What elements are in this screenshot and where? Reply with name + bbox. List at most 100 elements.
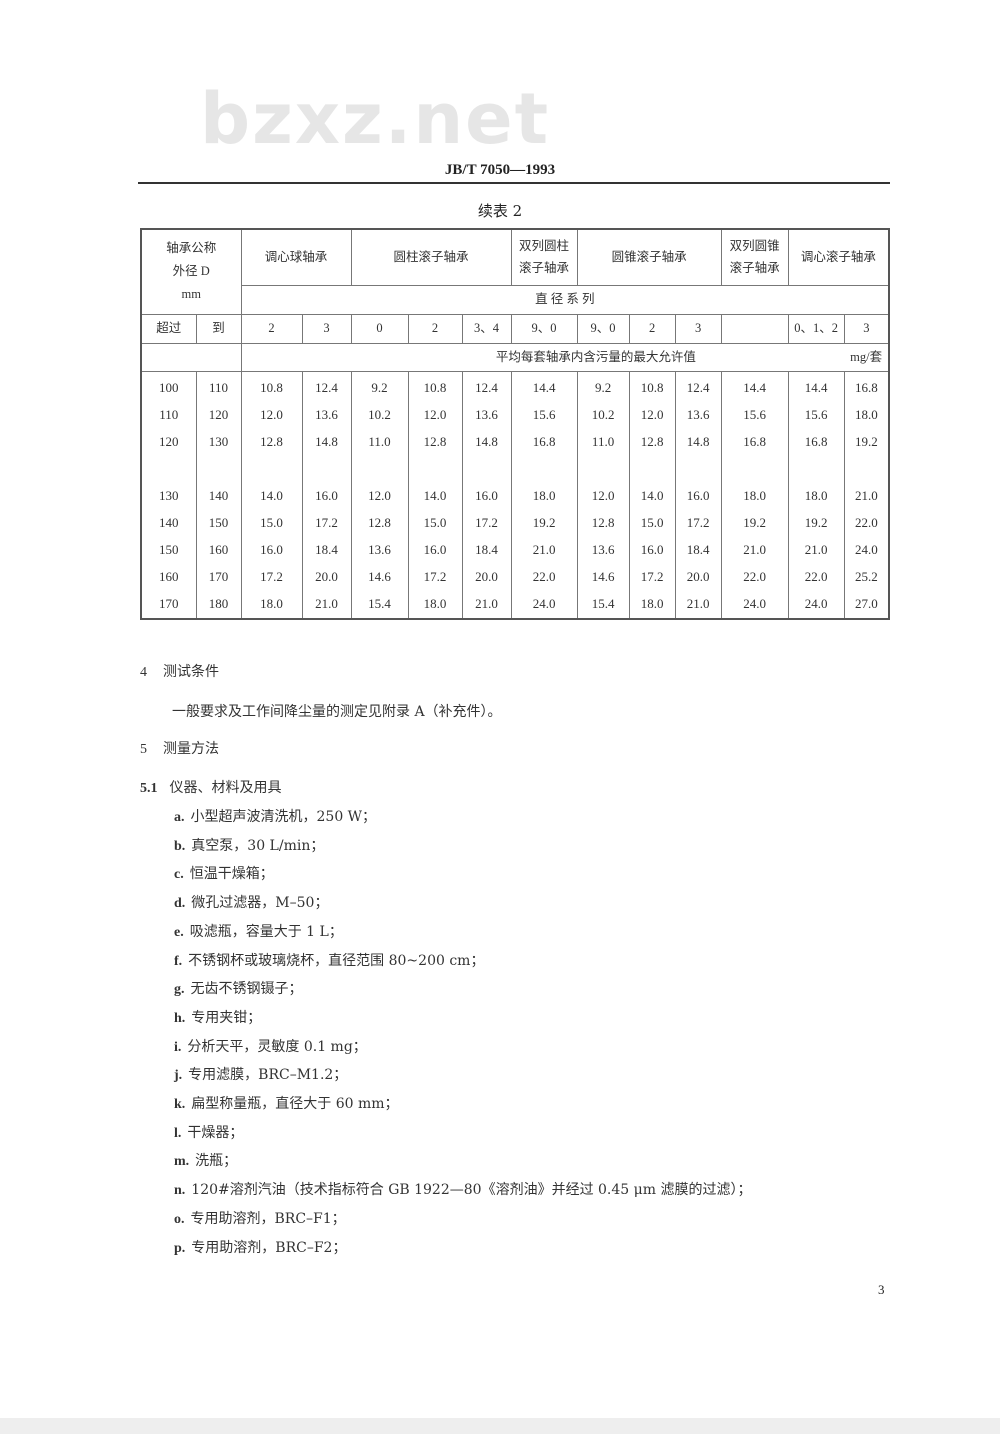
item-mark: b.: [174, 838, 186, 854]
value-cell: 13.6: [350, 536, 409, 564]
value-cell: 16.8: [510, 428, 578, 456]
item-mark: k.: [174, 1097, 186, 1112]
table-header: 轴承公称 外径 D mm 调心球轴承 圆柱滚子轴承 双列圆柱滚子轴承 圆锥滚子轴…: [140, 228, 890, 372]
item-text: 扁型称量瓶，直径大于 60 mm；: [191, 1096, 399, 1112]
value-cell: 9.2: [350, 371, 409, 402]
value-cell: 12.8: [240, 428, 303, 456]
value-cell: 14.0: [240, 455, 303, 510]
section-4-heading: 4 测试条件: [140, 661, 219, 681]
to-cell: 150: [195, 509, 242, 537]
item-text: 不锈钢杯或玻璃烧杯，直径范围 80~200 cm；: [188, 952, 485, 969]
page-number: 3: [878, 1282, 885, 1297]
item-text: 专用助溶剂，BRC–F1；: [190, 1210, 346, 1227]
item-text: 专用助溶剂，BRC–F2；: [191, 1239, 347, 1256]
list-item: f. 不锈钢杯或玻璃烧杯，直径范围 80~200 cm；: [174, 950, 484, 970]
item-mark: o.: [174, 1211, 185, 1227]
value-cell: 16.8: [843, 371, 890, 402]
value-cell: 24.0: [510, 590, 578, 619]
value-cell: 16.0: [461, 455, 512, 510]
from-cell: 100: [140, 371, 197, 402]
value-cell: 18.4: [461, 536, 512, 564]
value-cell: 17.2: [240, 563, 303, 591]
item-text: 干燥器；: [187, 1124, 244, 1141]
type-header-text: 双列圆柱滚子轴承: [519, 239, 570, 276]
value-cell: 14.0: [407, 455, 463, 510]
value-cell: 18.0: [240, 590, 303, 619]
item-text: 吸滤瓶，容量大于 1 L；: [189, 923, 343, 940]
item-text: 无齿不锈钢镊子；: [190, 981, 303, 998]
list-item: h. 专用夹钳；: [174, 1007, 261, 1027]
value-cell: 13.6: [301, 401, 352, 429]
value-cell: 16.8: [787, 428, 845, 456]
value-cell: 12.8: [350, 509, 409, 537]
blank-cell: [140, 342, 242, 372]
to-cell: 180: [195, 590, 242, 619]
value-cell: 15.6: [787, 401, 845, 429]
series-cell: 3: [674, 313, 722, 344]
series-cell: 9、0: [510, 313, 578, 344]
list-item: l. 干燥器；: [174, 1122, 243, 1142]
item-mark: n.: [174, 1183, 186, 1199]
item-mark: h.: [174, 1010, 186, 1026]
section-4-body: 一般要求及工作间降尘量的测定见附录 A（补充件）。: [172, 704, 502, 720]
item-mark: e.: [174, 924, 184, 940]
value-cell: 21.0: [843, 455, 890, 510]
value-cell: 25.2: [843, 563, 890, 591]
series-cell: 0、1、2: [787, 313, 845, 344]
section-title: 测试条件: [163, 664, 219, 680]
value-cell: 12.0: [628, 401, 676, 429]
contamination-table: 轴承公称 外径 D mm 调心球轴承 圆柱滚子轴承 双列圆柱滚子轴承 圆锥滚子轴…: [140, 228, 891, 620]
list-item: n. 120#溶剂汽油（技术指标符合 GB 1922—80《溶剂油》并经过 0.4…: [174, 1179, 751, 1199]
table-row: 120 130 12.8 14.8 11.0 12.8 14.8 16.8 11.0 12.8 14…: [140, 428, 890, 456]
value-cell: 14.8: [301, 428, 352, 456]
value-cell: 21.0: [787, 536, 845, 564]
item-mark: j.: [174, 1068, 183, 1084]
value-cell: 21.0: [301, 590, 352, 619]
value-cell: 19.2: [843, 428, 890, 456]
item-mark: i.: [174, 1039, 182, 1055]
to-cell: 140: [195, 455, 242, 510]
value-cell: 20.0: [674, 563, 722, 591]
value-cell: 12.0: [350, 455, 409, 510]
value-cell: 19.2: [510, 509, 578, 537]
watermark: bzxz.net: [200, 78, 551, 160]
value-cell: 18.0: [843, 401, 890, 429]
value-cell: 20.0: [301, 563, 352, 591]
value-cell: 12.0: [576, 455, 630, 510]
list-item: e. 吸滤瓶，容量大于 1 L；: [174, 921, 343, 941]
value-cell: 14.4: [787, 371, 845, 402]
document-code: JB/T 7050—1993: [444, 162, 556, 178]
from-cell: 140: [140, 509, 197, 537]
value-cell: 15.6: [720, 401, 789, 429]
value-cell: 10.2: [576, 401, 630, 429]
value-cell: 14.4: [510, 371, 578, 402]
item-mark: g.: [174, 982, 185, 998]
item-text: 120#溶剂汽油（技术指标符合 GB 1922—80《溶剂油》并经过 0.45 …: [191, 1182, 752, 1199]
series-cell: 9、0: [576, 313, 630, 344]
item-mark: a.: [174, 810, 185, 825]
value-cell: 15.6: [510, 401, 578, 429]
list-item: i. 分析天平，灵敏度 0.1 mg；: [174, 1036, 367, 1056]
to-cell: 130: [195, 428, 242, 456]
from-header: 超过: [140, 313, 197, 344]
item-text: 恒温干燥箱；: [189, 866, 274, 883]
value-cell: 12.4: [301, 371, 352, 402]
value-header-text: 平均每套轴承内含污量的最大允许值: [495, 349, 696, 364]
list-item: d. 微孔过滤器，M–50；: [174, 892, 328, 912]
table-row: 110 120 12.0 13.6 10.2 12.0 13.6 15.6 10.2 12.0 13…: [140, 401, 890, 429]
value-cell: 15.0: [407, 509, 463, 537]
table-row: 140 150 15.0 17.2 12.8 15.0 17.2 19.2 12.8 15.0 17…: [140, 509, 890, 537]
value-cell: 22.0: [510, 563, 578, 591]
value-cell: 17.2: [461, 509, 512, 537]
item-mark: p.: [174, 1240, 186, 1256]
bottom-band: [0, 1418, 1000, 1434]
list-item: j. 专用滤膜，BRC–M1.2；: [174, 1064, 347, 1084]
from-cell: 150: [140, 536, 197, 564]
value-header: 平均每套轴承内含污量的最大允许值 mg/套: [240, 342, 890, 372]
section-title: 测量方法: [163, 741, 219, 757]
value-cell: 20.0: [461, 563, 512, 591]
value-cell: 22.0: [787, 563, 845, 591]
value-cell: 11.0: [576, 428, 630, 456]
item-mark: l.: [174, 1125, 182, 1141]
value-cell: 21.0: [674, 590, 722, 619]
